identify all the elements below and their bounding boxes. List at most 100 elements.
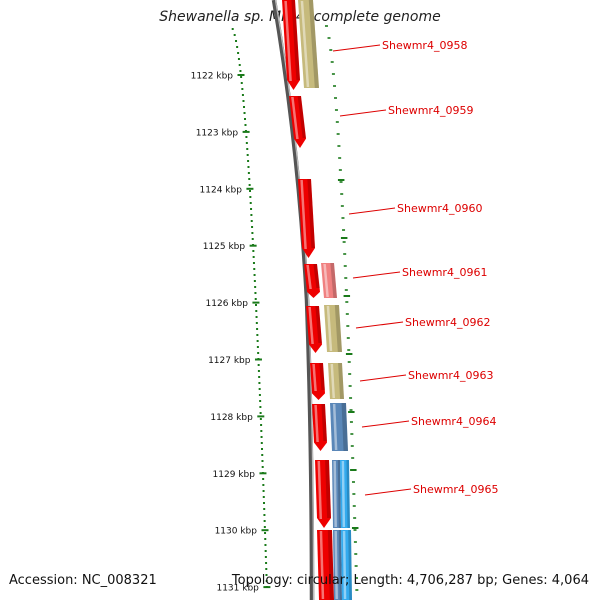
ruler-dot [237, 58, 240, 60]
gene-0962-shade [334, 305, 342, 352]
ruler-dot [242, 100, 245, 102]
gene-0965a-shade [337, 460, 341, 528]
ruler-dot [254, 286, 257, 288]
ruler-dot [260, 424, 263, 426]
kbp-ruler: 1122 kbp 1123 kbp 1124 kbp 1125 kbp 1126 kbp… [191, 25, 359, 594]
ruler-dot [255, 316, 258, 318]
ruler-dot [248, 184, 251, 186]
gene-0962-fill [324, 305, 342, 352]
gene-0963-shine [330, 364, 336, 398]
cds-0961-shine [306, 265, 312, 289]
gene-0965a-fill [332, 460, 341, 528]
ruler-tick-label: 1124 kbp [200, 185, 243, 195]
ruler-tick-label: 1131 kbp [216, 584, 259, 594]
cds-0959-fill [289, 96, 306, 148]
ruler-dot [261, 454, 264, 456]
gene-0964-shine [332, 404, 338, 450]
ruler-dot [264, 556, 267, 558]
cds-0966-shine [319, 531, 325, 599]
ruler-dot [235, 40, 238, 42]
backbone-layer [271, 0, 315, 600]
ruler-dot [240, 82, 243, 84]
ruler-dot [260, 430, 263, 432]
gene-0965b-shade [346, 460, 350, 528]
ruler-dot [262, 496, 265, 498]
ruler-dot [236, 46, 239, 48]
cds-0965-fill [315, 460, 331, 528]
ruler-dot [256, 340, 259, 342]
ruler-dot [260, 442, 263, 444]
ruler-dot [245, 142, 248, 144]
cds-0960 [298, 179, 315, 258]
ruler-dot [258, 376, 261, 378]
gene-0965a [332, 460, 341, 528]
ruler-dot [264, 538, 267, 540]
gene-0966a-shine [334, 531, 338, 599]
ruler-dot [239, 70, 242, 72]
gene-leader-line [332, 44, 381, 52]
gene-0963-fill [328, 363, 344, 399]
cds-0959 [289, 96, 306, 148]
gene-label-layer: Shewmr4_0958 Shewmr4_0959 Shewmr4_0960 Shew… [332, 39, 498, 496]
ruler-dot [247, 166, 250, 168]
ruler-dot [261, 448, 264, 450]
gene-0962 [324, 305, 342, 352]
cds-0963-shade [319, 363, 325, 390]
ruler-dot [263, 520, 266, 522]
ruler-dot [250, 208, 253, 210]
ruler-dot [261, 460, 264, 462]
ruler-dot [262, 502, 265, 504]
ruler-dot [253, 274, 256, 276]
gene-0961 [321, 263, 337, 298]
ruler-dot [248, 178, 251, 180]
ruler-dot [256, 334, 259, 336]
ruler-dot [254, 298, 257, 300]
backbone-line [271, 0, 315, 600]
cds-0965-shade [325, 460, 331, 518]
ruler-tick-label: 1129 kbp [213, 470, 256, 480]
gene-0958-shine [300, 1, 310, 87]
ruler-dot [260, 436, 263, 438]
ruler-tick-label: 1128 kbp [210, 413, 253, 423]
ruler-dot [247, 172, 250, 174]
ruler-dot [251, 226, 254, 228]
ruler-dot [246, 154, 249, 156]
ruler-dot [258, 394, 261, 396]
gene-0965b-shine [341, 461, 346, 527]
gene-0958-shade [308, 0, 319, 88]
ruler-dot [262, 490, 265, 492]
ruler-tick-label: 1126 kbp [206, 299, 249, 309]
ruler-dot [244, 118, 247, 120]
cds-0958-fill [282, 0, 300, 90]
ruler-dot [259, 400, 262, 402]
gene-0966a-fill [333, 530, 342, 600]
ruler-dot [247, 160, 250, 162]
ruler-dot [250, 220, 253, 222]
gene-leader-line [352, 271, 401, 279]
ruler-dot [257, 352, 260, 354]
gene-0961-shade [330, 263, 337, 298]
cds-0964-shade [321, 404, 327, 441]
cds-0964-shine [314, 405, 319, 442]
ruler-dot [257, 370, 260, 372]
cds-0966-fill [317, 530, 334, 600]
cds-0964 [312, 404, 327, 451]
ruler-dot [245, 136, 248, 138]
cds-0959-shine [291, 97, 299, 139]
cds-0960-shade [307, 179, 315, 248]
ruler-dot [259, 412, 262, 414]
ruler-dot [263, 508, 266, 510]
cds-0961-fill [304, 264, 320, 298]
cds-0966 [317, 530, 334, 600]
gene-leader-line [339, 109, 387, 117]
cds-0958-shine [284, 1, 292, 81]
feature-layer [282, 0, 352, 600]
ruler-dot [262, 478, 265, 480]
ruler-dot [252, 250, 255, 252]
ruler-dot [252, 262, 255, 264]
cds-0959-shade [297, 96, 306, 138]
gene-leader-line [359, 374, 407, 382]
ruler-dot [244, 124, 247, 126]
cds-0963 [310, 363, 325, 400]
gene-label: Shewmr4_0965 [413, 483, 498, 496]
